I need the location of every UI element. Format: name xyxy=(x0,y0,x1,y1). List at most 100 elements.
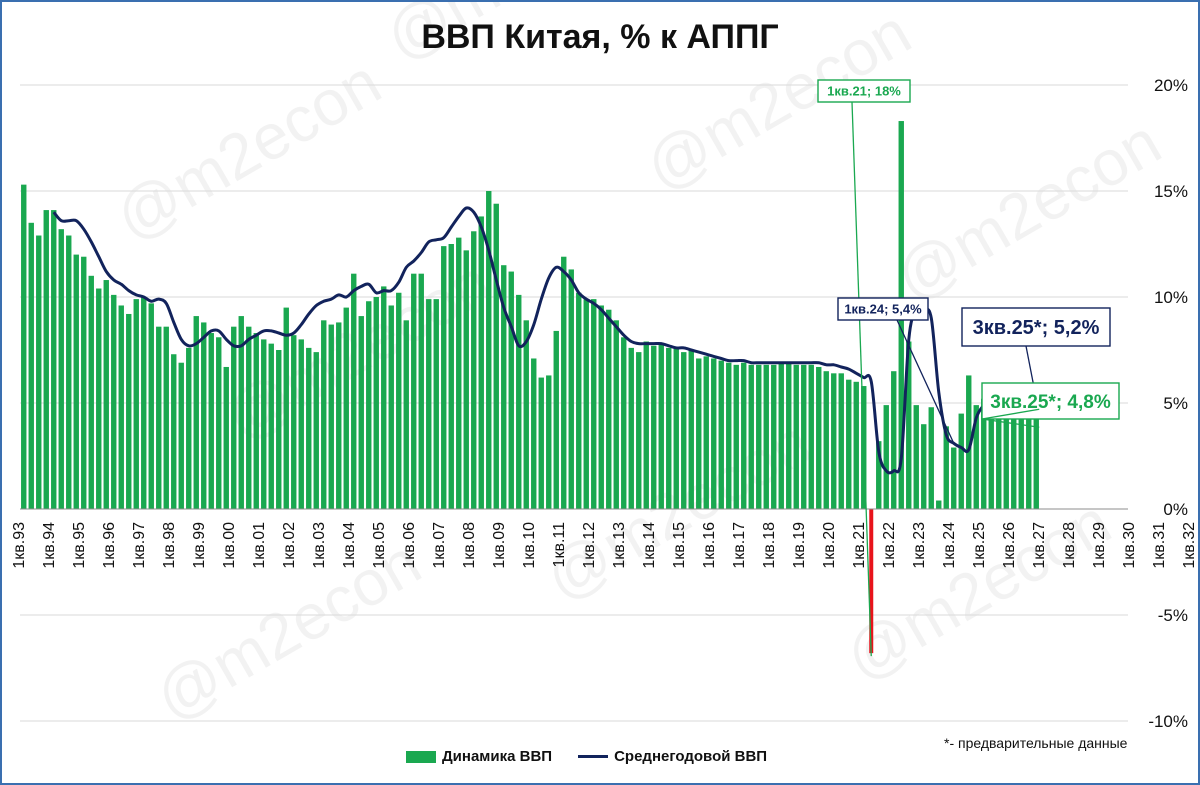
watermark-text: @m2econ xyxy=(883,105,1172,314)
x-tick-label: 1кв.10 xyxy=(521,522,538,569)
gdp-bar xyxy=(531,358,537,509)
gdp-bar xyxy=(1011,394,1017,509)
gdp-bar xyxy=(793,364,799,509)
gdp-bar xyxy=(336,322,342,509)
x-tick-label: 1кв.98 xyxy=(161,522,178,569)
gdp-bar xyxy=(1018,394,1024,509)
gdp-bar xyxy=(651,345,657,509)
gdp-bar xyxy=(201,322,207,509)
gdp-bar xyxy=(418,273,424,509)
gdp-bar xyxy=(141,297,147,509)
gdp-bar xyxy=(283,307,289,509)
x-tick-label: 1кв.22 xyxy=(881,522,898,569)
x-tick-label: 1кв.27 xyxy=(1031,522,1048,569)
gdp-bar xyxy=(838,373,844,509)
gdp-bar xyxy=(441,246,447,509)
gdp-bar xyxy=(171,354,177,509)
gdp-bar xyxy=(411,273,417,509)
callout-q3-25-gdp-leader-2 xyxy=(981,408,1040,420)
callout-q1-24-leader xyxy=(896,319,955,444)
callout-q3-25-gdp-leader xyxy=(981,418,1040,428)
gdp-bar xyxy=(186,347,192,509)
gdp-bar xyxy=(313,352,319,509)
legend-bar-swatch xyxy=(406,750,436,763)
gdp-bar xyxy=(523,320,529,509)
average-gdp-line xyxy=(52,206,1037,475)
gdp-bar xyxy=(598,305,604,509)
gdp-bar xyxy=(478,216,484,509)
gdp-bar xyxy=(178,362,184,509)
gdp-bar xyxy=(846,379,852,509)
gdp-bar xyxy=(891,371,897,509)
x-tick-label: 1кв.23 xyxy=(911,522,928,569)
gdp-bar xyxy=(748,364,754,509)
x-tick-label: 1кв.01 xyxy=(251,522,268,569)
x-tick-label: 1кв.93 xyxy=(11,522,28,569)
gridlines xyxy=(20,84,1128,722)
x-tick-label: 1кв.12 xyxy=(581,522,598,569)
gdp-bar xyxy=(133,299,139,509)
gdp-bar xyxy=(501,265,507,509)
x-tick-label: 1кв.05 xyxy=(371,522,388,569)
gdp-bar xyxy=(576,292,582,509)
gdp-bar xyxy=(936,500,942,509)
gdp-bar xyxy=(508,271,514,509)
gdp-bar xyxy=(96,288,102,509)
x-tick-label: 1кв.30 xyxy=(1121,522,1138,569)
x-tick-label: 1кв.24 xyxy=(941,522,958,569)
x-tick-label: 1кв.13 xyxy=(611,522,628,569)
gdp-bar xyxy=(823,371,829,509)
x-tick-label: 1кв.11 xyxy=(551,522,568,568)
gdp-bar xyxy=(786,362,792,509)
gdp-bar xyxy=(801,364,807,509)
gdp-bar xyxy=(223,366,229,509)
gdp-bar xyxy=(778,362,784,509)
gdp-bar xyxy=(111,294,117,509)
x-tick-label: 1кв.95 xyxy=(71,522,88,569)
gdp-bar xyxy=(658,343,664,509)
gdp-bar xyxy=(426,299,432,509)
callout-q3-25-avg-text: 3кв.25*; 5,2% xyxy=(973,317,1100,339)
gdp-bar xyxy=(771,364,777,509)
gdp-bar xyxy=(388,305,394,509)
gdp-bar xyxy=(291,335,297,509)
gdp-bar xyxy=(276,350,282,509)
y-axis-ticks: -10% -5% 0% 5% 10% 15% 20% xyxy=(1148,76,1188,731)
gdp-bar xyxy=(621,337,627,509)
legend-item-line: Среднегодовой ВВП xyxy=(578,748,767,765)
gdp-bar xyxy=(246,326,252,509)
x-tick-label: 1кв.07 xyxy=(431,522,448,569)
gdp-bar xyxy=(493,203,499,509)
gdp-bar xyxy=(538,377,544,509)
x-tick-label: 1кв.02 xyxy=(281,522,298,569)
x-tick-label: 1кв.99 xyxy=(191,522,208,569)
gdp-bar xyxy=(703,356,709,509)
gdp-bar xyxy=(156,326,162,509)
gdp-bar xyxy=(433,299,439,509)
gdp-bar xyxy=(373,297,379,509)
gdp-bar xyxy=(193,316,199,509)
gdp-bar xyxy=(973,405,979,509)
gdp-bars xyxy=(21,121,1039,654)
gdp-bar xyxy=(298,339,304,509)
legend-item-bars: Динамика ВВП xyxy=(406,748,552,765)
gdp-bar xyxy=(1026,398,1032,509)
legend-line-swatch xyxy=(578,755,609,758)
gdp-bar xyxy=(816,366,822,509)
gdp-bar xyxy=(358,316,364,509)
y-tick-label: 0% xyxy=(1163,500,1188,519)
y-tick-label: 10% xyxy=(1154,288,1188,307)
gdp-bar xyxy=(583,299,589,509)
gdp-bar xyxy=(1033,407,1039,509)
gdp-bar xyxy=(696,358,702,509)
gdp-bar xyxy=(808,364,814,509)
x-tick-label: 1кв.20 xyxy=(821,522,838,569)
gdp-bar xyxy=(876,441,882,509)
gdp-bar xyxy=(568,269,574,509)
gdp-bar xyxy=(636,352,642,509)
gdp-bar xyxy=(463,250,469,510)
gdp-bar xyxy=(1003,411,1009,509)
legend-bar-label: Динамика ВВП xyxy=(442,748,553,765)
x-tick-label: 1кв.26 xyxy=(1001,522,1018,569)
